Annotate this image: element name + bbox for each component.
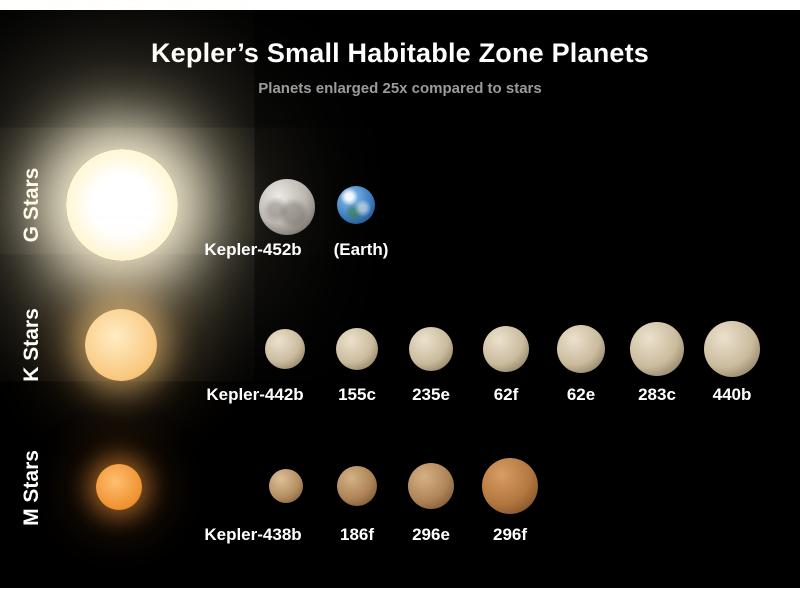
planet-kepler-62f xyxy=(483,326,529,372)
planet-label-62f: 62f xyxy=(493,385,519,404)
planet-label-earth: (Earth) xyxy=(333,240,389,259)
planet-label-186f: 186f xyxy=(339,525,375,544)
bottom-border xyxy=(0,588,800,600)
planet-label-kepler-438b: Kepler-438b xyxy=(204,525,302,544)
planet-label-296e: 296e xyxy=(412,525,450,544)
k-star xyxy=(85,309,157,381)
planet-label-62e: 62e xyxy=(566,385,596,404)
row-label-k-stars: K Stars xyxy=(20,308,43,382)
planet-kepler-442b xyxy=(265,329,305,369)
planet-kepler-452b xyxy=(259,179,315,235)
planet-label-155c: 155c xyxy=(338,385,376,404)
row-label-m-stars: M Stars xyxy=(20,450,43,526)
planet-label-235e: 235e xyxy=(412,385,450,404)
planet-label-296f: 296f xyxy=(492,525,528,544)
planet-label-kepler-452b: Kepler-452b xyxy=(204,240,302,259)
row-label-g-stars: G Stars xyxy=(20,167,43,243)
planet-label-283c: 283c xyxy=(638,385,676,404)
planet-label-440b: 440b xyxy=(712,385,752,404)
g-star xyxy=(66,149,178,261)
planet-kepler-62e xyxy=(557,325,605,373)
top-border xyxy=(0,0,800,10)
page-title: Kepler’s Small Habitable Zone Planets xyxy=(150,38,650,68)
planet-kepler-235e xyxy=(409,327,453,371)
planet-kepler-155c xyxy=(336,328,378,370)
page-subtitle: Planets enlarged 25x compared to stars xyxy=(258,80,542,97)
planet-earth xyxy=(337,186,375,224)
planet-kepler-438b xyxy=(269,469,303,503)
planet-kepler-440b xyxy=(704,321,760,377)
planet-kepler-283c xyxy=(630,322,684,376)
m-star xyxy=(96,464,142,510)
planet-kepler-186f xyxy=(337,466,377,506)
planet-kepler-296f xyxy=(482,458,538,514)
planet-label-kepler-442b: Kepler-442b xyxy=(206,385,304,404)
planet-kepler-296e xyxy=(408,463,454,509)
